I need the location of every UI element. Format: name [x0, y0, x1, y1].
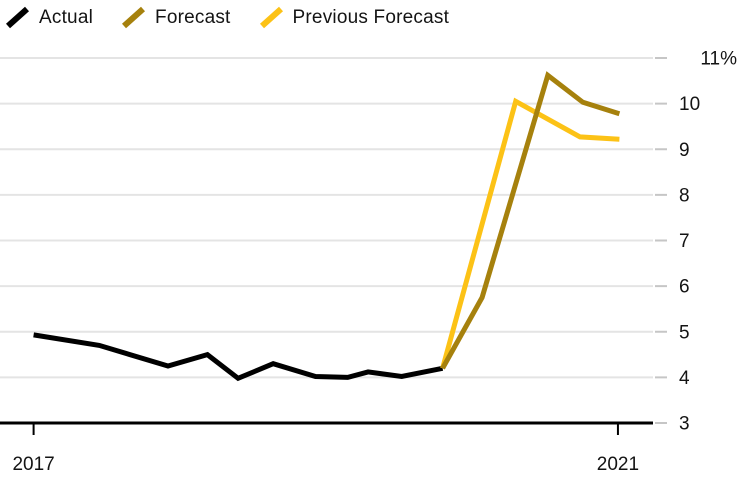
y-axis-label: 8 — [679, 185, 690, 206]
y-axis-label: 9 — [679, 140, 690, 161]
y-axis-label: 3 — [679, 414, 690, 435]
legend-item-previous-forecast: Previous Forecast — [259, 6, 450, 29]
series-line-actual — [33, 332, 444, 382]
y-axis-label: 5 — [679, 322, 690, 343]
line-swatch-icon — [259, 6, 283, 29]
chart-legend: Actual Forecast Previous Forecast — [5, 6, 449, 29]
y-axis-label: 10 — [679, 94, 700, 115]
x-axis-label: 2017 — [12, 454, 54, 475]
y-axis-label: 7 — [679, 231, 690, 252]
swatch-stroke — [259, 6, 283, 29]
series-line-forecast — [440, 71, 621, 370]
legend-label-actual: Actual — [39, 6, 94, 28]
legend-label-previous-forecast: Previous Forecast — [292, 6, 450, 28]
legend-label-forecast: Forecast — [155, 6, 231, 28]
series-line-previous-forecast — [440, 97, 620, 369]
y-axis-label: 11% — [700, 49, 737, 70]
line-swatch-icon — [122, 6, 146, 29]
line-swatch-icon — [5, 6, 30, 29]
y-axis-label: 6 — [679, 277, 690, 298]
x-axis-label: 2021 — [597, 454, 639, 475]
legend-item-forecast: Forecast — [121, 6, 231, 29]
y-axis-label: 4 — [679, 368, 690, 389]
swatch-stroke — [5, 6, 30, 29]
swatch-stroke — [122, 6, 146, 29]
legend-item-actual: Actual — [5, 6, 93, 29]
